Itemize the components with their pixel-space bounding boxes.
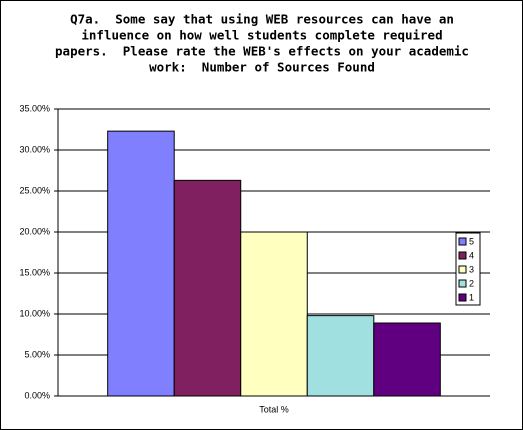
legend-label: 3 [469, 264, 474, 274]
bar [107, 130, 175, 397]
y-tick-label: 10.00% [19, 308, 50, 318]
bar [306, 315, 375, 397]
y-tick-label: 15.00% [19, 267, 50, 277]
legend-label: 1 [469, 292, 474, 302]
bar [240, 231, 308, 397]
x-tick-label: Total % [259, 404, 289, 414]
chart-title: papers. Please rate the WEB's effects on… [55, 44, 469, 59]
y-tick-label: 0.00% [24, 390, 50, 400]
bar [173, 179, 242, 397]
y-tick-label: 30.00% [19, 144, 50, 154]
chart-title: influence on how well students complete … [81, 28, 442, 43]
y-tick-label: 20.00% [19, 226, 50, 236]
chart-title: work: Number of Sources Found [149, 60, 375, 75]
legend-swatch [458, 265, 467, 274]
chart-title: Q7a. Some say that using WEB resources c… [70, 12, 454, 27]
legend-swatch [458, 279, 467, 288]
legend-swatch [458, 237, 467, 246]
legend-swatch [458, 293, 467, 302]
bar [373, 322, 441, 397]
y-tick-label: 25.00% [19, 185, 50, 195]
legend-label: 4 [469, 250, 474, 260]
y-tick-label: 5.00% [24, 349, 50, 359]
legend-swatch [458, 251, 467, 260]
y-tick-label: 35.00% [19, 103, 50, 113]
legend-label: 2 [469, 278, 474, 288]
legend-label: 5 [469, 236, 474, 246]
